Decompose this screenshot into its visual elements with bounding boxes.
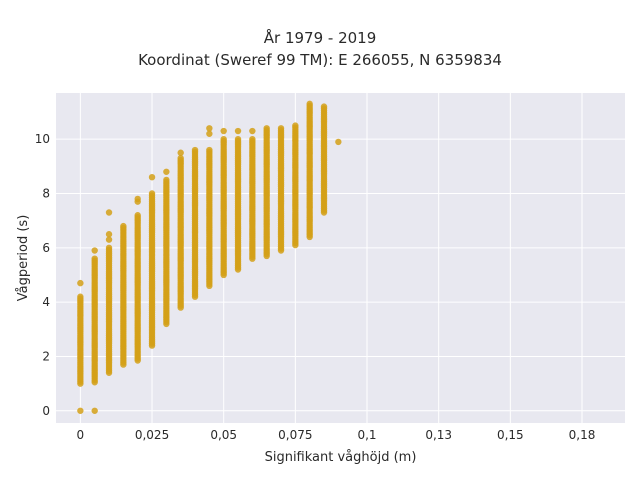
chart-subtitle: Koordinat (Sweref 99 TM): E 266055, N 63… (138, 51, 502, 69)
x-tick-label: 0,13 (425, 428, 452, 442)
data-point (191, 146, 199, 154)
data-point (177, 149, 184, 156)
data-point (91, 247, 98, 254)
y-tick-label: 4 (42, 295, 50, 309)
data-point (77, 279, 84, 287)
data-point (148, 173, 156, 181)
y-tick-label: 6 (42, 241, 50, 255)
y-tick-label: 2 (42, 349, 50, 363)
x-tick-label: 0,18 (569, 428, 596, 442)
data-point (177, 154, 184, 162)
x-tick-label: 0,025 (135, 428, 169, 442)
data-point (120, 222, 127, 230)
data-point (77, 407, 84, 414)
data-point (249, 127, 256, 135)
data-point (206, 146, 213, 154)
data-point (105, 209, 113, 216)
y-tick-label: 0 (42, 404, 50, 418)
data-point (306, 100, 313, 108)
data-points (77, 100, 342, 414)
data-point (320, 103, 328, 110)
chart-title: År 1979 - 2019 (263, 29, 377, 47)
data-point (234, 127, 242, 135)
x-tick-label: 0,05 (210, 428, 237, 442)
y-tick-label: 10 (35, 132, 50, 146)
data-point (220, 135, 227, 143)
y-axis-label: Vågperiod (s) (16, 215, 31, 302)
data-point (148, 190, 156, 197)
data-point (292, 122, 299, 129)
x-tick-label: 0,075 (278, 428, 312, 442)
data-point (234, 135, 242, 143)
x-tick-label: 0 (77, 428, 85, 442)
data-point (206, 125, 213, 132)
x-tick-label: 0,15 (497, 428, 524, 442)
data-point (105, 231, 113, 238)
x-axis-label: Signifikant våghöjd (m) (265, 450, 417, 465)
data-point (220, 127, 227, 135)
data-point (134, 212, 141, 219)
data-point (105, 236, 113, 243)
data-point (249, 135, 256, 143)
data-point (163, 168, 170, 175)
x-tick-label: 0,1 (357, 428, 376, 442)
data-point (77, 293, 84, 300)
data-point (91, 255, 98, 262)
data-point (277, 125, 285, 132)
data-point (105, 244, 113, 252)
y-tick-label: 8 (42, 186, 50, 200)
data-point (335, 138, 342, 146)
data-point (163, 176, 170, 184)
data-point (91, 407, 98, 414)
tick-labels: 0 0,025 0,05 0,075 0,1 0,13 0,15 0,18 0 2 4 6 8 10 (35, 132, 596, 442)
data-point (263, 125, 270, 132)
data-point (206, 130, 213, 137)
data-point (134, 195, 141, 203)
